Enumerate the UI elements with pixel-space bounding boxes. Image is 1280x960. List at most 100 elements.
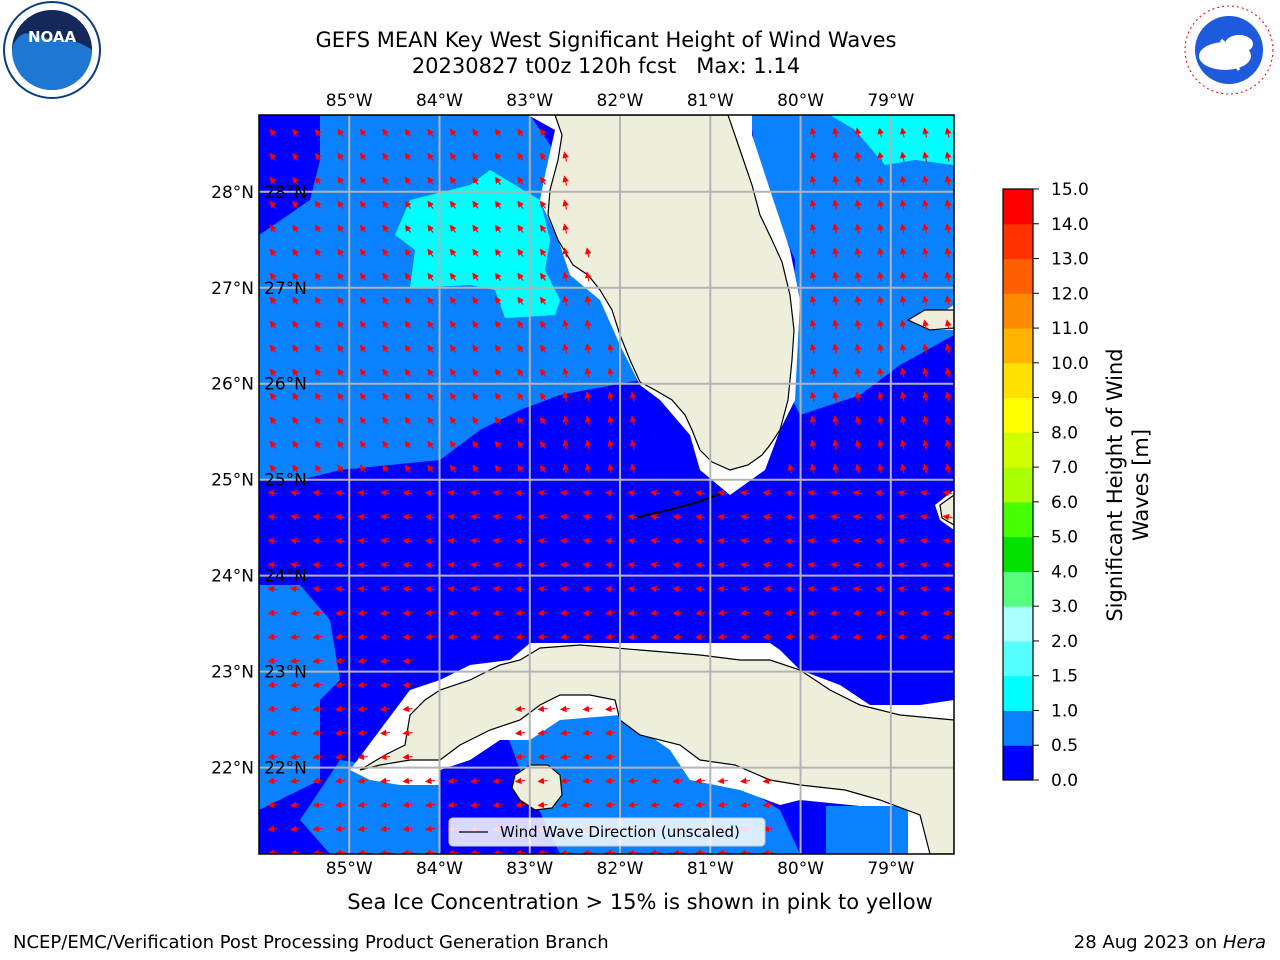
wave-arrow xyxy=(944,415,952,426)
wind-wave-arrows xyxy=(267,127,953,854)
wave-arrow xyxy=(877,391,884,402)
wave-arrow xyxy=(514,801,526,809)
wave-arrow xyxy=(449,464,457,473)
wave-arrow xyxy=(494,320,502,329)
wave-arrow xyxy=(404,392,412,401)
wave-arrow xyxy=(672,513,683,521)
wave-arrow xyxy=(469,489,481,497)
wave-arrow xyxy=(494,296,502,305)
wave-arrow xyxy=(289,633,301,641)
wave-arrow xyxy=(424,609,436,617)
lat-tick-label: 24°N xyxy=(211,567,254,587)
wave-arrow xyxy=(292,368,299,377)
wave-arrow xyxy=(427,296,434,305)
wave-arrow xyxy=(379,777,391,785)
wave-arrow xyxy=(537,489,548,497)
wave-arrow xyxy=(359,344,367,353)
wave-arrow xyxy=(517,128,524,137)
wave-arrow xyxy=(449,368,457,377)
wave-arrow xyxy=(809,415,817,426)
wave-arrow xyxy=(832,343,839,354)
wave-arrow xyxy=(357,729,368,737)
wave-arrow xyxy=(559,801,571,809)
title-line-2: 20230827 t00z 120h fcst Max: 1.14 xyxy=(411,54,801,78)
wave-arrow xyxy=(514,729,526,737)
wave-arrow xyxy=(944,199,952,210)
wave-arrow xyxy=(582,609,593,617)
wave-arrow xyxy=(607,463,614,474)
wave-arrow xyxy=(854,343,862,354)
wave-arrow xyxy=(899,295,907,306)
lon-tick-label: 80°W xyxy=(777,91,824,111)
wave-arrow xyxy=(877,343,884,354)
wave-arrow xyxy=(629,415,637,426)
wave-arrow xyxy=(829,561,841,569)
wave-arrow xyxy=(694,777,706,785)
lon-tick-label: 79°W xyxy=(867,859,914,879)
wave-arrow xyxy=(514,537,526,545)
wave-arrow xyxy=(402,777,413,785)
wave-arrow xyxy=(944,175,952,186)
wave-arrow xyxy=(627,537,638,545)
wave-arrow xyxy=(922,391,929,402)
wave-arrow xyxy=(897,609,908,617)
wave-arrow xyxy=(269,152,277,161)
wave-arrow xyxy=(582,729,593,737)
wave-arrow xyxy=(809,343,817,354)
wave-arrow xyxy=(492,561,503,569)
wave-arrow xyxy=(269,176,277,185)
wave-arrow xyxy=(852,561,863,569)
wave-arrow xyxy=(537,801,548,809)
wave-arrow xyxy=(472,128,479,137)
wave-arrow xyxy=(562,415,569,426)
nws-logo xyxy=(1182,3,1276,97)
wave-arrow xyxy=(472,344,479,353)
wave-arrow xyxy=(784,513,796,521)
wave-arrow xyxy=(514,585,526,593)
wave-arrow xyxy=(852,513,863,521)
colorbar-tick-label: 4.0 xyxy=(1051,562,1078,582)
wave-arrow xyxy=(537,753,548,761)
wave-arrow xyxy=(379,825,391,833)
wave-arrow xyxy=(562,391,569,402)
wave-arrow xyxy=(447,537,458,545)
wave-arrow xyxy=(739,585,751,593)
wave-arrow xyxy=(809,463,817,474)
wave-arrow xyxy=(604,705,616,713)
wave-arrow xyxy=(539,152,547,161)
wave-arrow xyxy=(472,272,479,281)
wave-arrow xyxy=(312,561,323,569)
wave-arrow xyxy=(694,633,706,641)
wave-arrow xyxy=(762,561,773,569)
wave-arrow xyxy=(832,367,839,378)
wave-arrow xyxy=(562,463,569,474)
lon-tick-label: 82°W xyxy=(597,91,644,111)
wave-arrow xyxy=(832,199,839,210)
wave-arrow xyxy=(762,513,773,521)
wave-arrow xyxy=(629,463,637,474)
wave-arrow xyxy=(449,128,457,137)
wave-arrow xyxy=(472,200,479,209)
wave-arrow xyxy=(312,513,323,521)
wave-arrow xyxy=(359,320,367,329)
wave-arrow xyxy=(427,320,434,329)
wave-arrow xyxy=(514,777,526,785)
wave-arrow xyxy=(517,248,524,257)
wave-arrow xyxy=(267,777,278,785)
wave-arrow xyxy=(899,319,907,330)
wave-arrow xyxy=(944,223,952,234)
colorbar-segment xyxy=(1003,675,1033,711)
wave-arrow xyxy=(627,513,638,521)
wave-arrow xyxy=(809,127,817,138)
wave-arrow xyxy=(807,585,818,593)
wave-arrow xyxy=(539,248,547,257)
wave-arrow xyxy=(494,152,502,161)
wave-arrow xyxy=(694,513,706,521)
wave-arrow xyxy=(469,585,481,593)
wave-arrow xyxy=(922,127,929,138)
wave-arrow xyxy=(472,176,479,185)
wave-arrow xyxy=(289,561,301,569)
colorbar-tick-label: 9.0 xyxy=(1051,389,1078,409)
wave-arrow xyxy=(582,801,593,809)
wave-arrow xyxy=(607,415,614,426)
